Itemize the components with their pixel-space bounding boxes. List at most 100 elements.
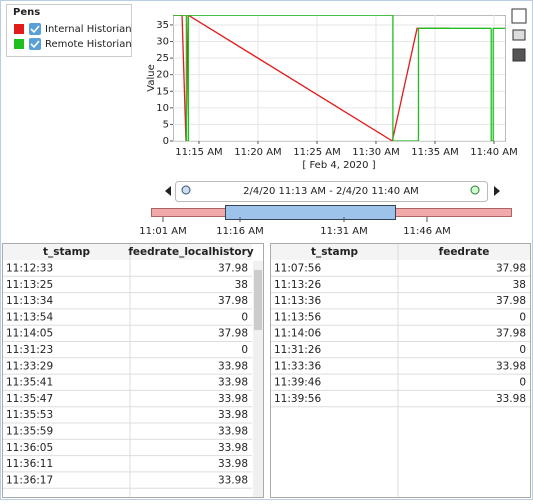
cell: 11:14:05 xyxy=(6,328,53,340)
legend-label: Remote Historian xyxy=(45,39,132,50)
save-icon[interactable] xyxy=(512,48,526,62)
legend-checkbox[interactable] xyxy=(29,38,41,50)
cell: 33.98 xyxy=(218,409,248,421)
cell: 11:35:47 xyxy=(6,393,53,405)
cell: 0 xyxy=(241,344,248,356)
cell: 11:07:56 xyxy=(274,263,321,275)
next-arrow[interactable] xyxy=(494,186,500,196)
x-tick-label: 11:30 AM xyxy=(352,147,399,158)
legend-checkbox[interactable] xyxy=(29,23,41,35)
column-header: t_stamp xyxy=(43,246,91,258)
x-tick-label: 11:35 AM xyxy=(411,147,458,158)
scrollbar[interactable] xyxy=(253,261,263,497)
range-tick-label: 11:46 AM xyxy=(403,226,450,237)
cell: 11:36:17 xyxy=(6,474,53,486)
cell: 0 xyxy=(519,344,526,356)
y-axis-label: Value xyxy=(146,64,157,91)
cell: 11:14:06 xyxy=(274,328,321,340)
cell: 37.98 xyxy=(496,295,526,307)
y-tick-label: 0 xyxy=(163,136,169,147)
range-tick-label: 11:01 AM xyxy=(139,226,186,237)
zoom-out[interactable] xyxy=(181,185,191,195)
zoom-in[interactable] xyxy=(470,185,480,195)
cell: 11:13:56 xyxy=(274,311,321,323)
table: t_stamp feedrate_localhistory 11:12:33 37.9… xyxy=(3,244,254,497)
y-tick-label: 20 xyxy=(156,70,169,81)
cell: 11:35:41 xyxy=(6,377,53,389)
zoom-icon[interactable] xyxy=(511,8,527,24)
checkmark xyxy=(30,40,40,49)
y-tick-label: 5 xyxy=(163,119,169,130)
cell: 11:13:25 xyxy=(6,279,53,291)
cell: 11:39:46 xyxy=(274,377,321,389)
pens-title: Pens xyxy=(13,7,40,18)
cell: 37.98 xyxy=(218,328,248,340)
scroll-thumb[interactable] xyxy=(254,270,262,330)
cell: 33.98 xyxy=(218,458,248,470)
legend-swatch xyxy=(14,24,24,34)
column-header: t_stamp xyxy=(311,246,359,258)
cell: 11:33:29 xyxy=(6,360,53,372)
cell: 11:35:53 xyxy=(6,409,53,421)
cell: 11:12:33 xyxy=(6,263,53,275)
range-tick-label: 11:16 AM xyxy=(216,226,263,237)
plot xyxy=(173,15,505,141)
cell: 33.98 xyxy=(218,377,248,389)
toolbar xyxy=(511,8,527,62)
y-tick-label: 25 xyxy=(156,53,169,64)
legend-label: Internal Historian xyxy=(45,24,132,35)
plot-area xyxy=(173,15,506,142)
cell: 37.98 xyxy=(218,295,248,307)
prev-arrow[interactable] xyxy=(165,186,171,196)
table-right xyxy=(270,243,531,498)
x-axis-label: [ Feb 4, 2020 ] xyxy=(302,160,375,171)
column-header: feedrate xyxy=(439,246,490,258)
cell: 11:35:59 xyxy=(6,426,53,438)
cell: 33.98 xyxy=(496,393,526,405)
cell: 11:13:26 xyxy=(274,279,321,291)
range-nav: 2/4/20 11:13 AM - 2/4/20 11:40 AM xyxy=(151,181,512,220)
checkmark xyxy=(30,25,40,34)
cell: 11:31:23 xyxy=(6,344,53,356)
y-tick-label: 15 xyxy=(156,86,169,97)
cell: 11:36:05 xyxy=(6,442,53,454)
print-icon[interactable] xyxy=(512,29,526,41)
y-tick-label: 30 xyxy=(156,37,169,48)
cell: 0 xyxy=(519,311,526,323)
cell: 11:13:54 xyxy=(6,311,53,323)
cell: 33.98 xyxy=(218,426,248,438)
table-header xyxy=(271,244,530,260)
cell: 11:33:36 xyxy=(274,360,321,372)
range-label: 2/4/20 11:13 AM - 2/4/20 11:40 AM xyxy=(243,186,419,197)
legend-swatch xyxy=(14,39,24,49)
cell: 11:13:36 xyxy=(274,295,321,307)
y-tick-label: 10 xyxy=(156,103,169,114)
cell: 33.98 xyxy=(218,360,248,372)
cell: 37.98 xyxy=(496,263,526,275)
x-tick-label: 11:25 AM xyxy=(293,147,340,158)
cell: 11:36:11 xyxy=(6,458,53,470)
cell: 33.98 xyxy=(218,442,248,454)
cell: 38 xyxy=(513,279,526,291)
cell: 33.98 xyxy=(218,474,248,486)
cell: 38 xyxy=(235,279,248,291)
column-header: feedrate_localhistory xyxy=(128,246,253,258)
table-header xyxy=(3,244,252,260)
cell: 33.98 xyxy=(496,360,526,372)
x-tick-label: 11:40 AM xyxy=(470,147,517,158)
table: t_stamp feedrate 11:07:56 37.98 11:13:26 38 11… xyxy=(271,244,530,497)
cell: 11:39:56 xyxy=(274,393,321,405)
cell: 33.98 xyxy=(218,393,248,405)
cell: 0 xyxy=(519,377,526,389)
cell: 37.98 xyxy=(218,263,248,275)
range-window[interactable] xyxy=(225,205,396,220)
pens-box xyxy=(6,4,132,57)
x-tick-label: 11:20 AM xyxy=(234,147,281,158)
cell: 37.98 xyxy=(496,328,526,340)
y-tick-label: 35 xyxy=(156,20,169,31)
cell: 11:13:34 xyxy=(6,295,53,307)
cell: 11:31:26 xyxy=(274,344,321,356)
cell: 0 xyxy=(241,311,248,323)
range-tick-label: 11:31 AM xyxy=(320,226,367,237)
